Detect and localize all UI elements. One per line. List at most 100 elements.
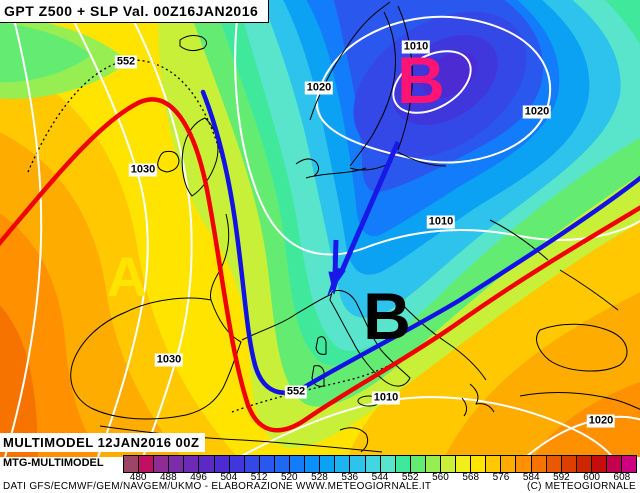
colorbar-cell [576, 456, 592, 472]
slp-label: 1020 [586, 414, 616, 428]
geopotential-dotted-contour [231, 365, 389, 413]
colorbar-tick: 488 [160, 472, 177, 483]
colorbar-tick: 552 [401, 472, 419, 483]
colorbar-cell [139, 456, 155, 472]
geopotential-label: 552 [284, 385, 308, 399]
map-title: GPT Z500 + SLP Val. 00Z16JAN2016 [4, 3, 259, 19]
coastline [397, 299, 487, 381]
slp-label: 1030 [154, 353, 184, 367]
model-name-label: MTG-MULTIMODEL [3, 457, 104, 469]
coastlines [70, 1, 640, 453]
geopotential-label: 552 [114, 55, 138, 69]
pressure-center-low: B [397, 43, 445, 117]
geopotential-dotted-contour [27, 59, 229, 187]
coastline [295, 158, 367, 179]
colorbar-cell [395, 456, 411, 472]
colorbar-cell [471, 456, 487, 472]
slp-label: 1010 [426, 215, 456, 229]
coastline [397, 5, 413, 151]
data-credit-label: DATI GFS/ECMWF/GEM/NAVGEM/UKMO - ELABORA… [3, 481, 432, 492]
colorbar-cell [320, 456, 336, 472]
colorbar-cell [486, 456, 502, 472]
colorbar-tick: 504 [220, 472, 238, 483]
colorbar-tick: 528 [311, 472, 328, 483]
coastline [99, 425, 383, 453]
colorbar-cell [244, 456, 260, 472]
colorbar-cell [410, 456, 426, 472]
colorbar-cell [184, 456, 200, 472]
copyright-label: (C) METEOGIORNALE [527, 481, 636, 492]
slp-label: 1030 [128, 163, 158, 177]
colorbar-tick: 536 [341, 472, 359, 483]
coastline [339, 427, 369, 453]
colorbar-cell [199, 456, 215, 472]
coastline [241, 293, 333, 341]
isobar-contour [61, 0, 149, 457]
colorbar-tick: 480 [129, 472, 147, 483]
colorbar-cell [561, 456, 577, 472]
colorbar-cell [259, 456, 275, 472]
pressure-center-low: B [363, 279, 411, 353]
colorbar-tick: 544 [371, 472, 389, 483]
colorbar-cell [456, 456, 472, 472]
colorbar-tick: 520 [280, 472, 298, 483]
colorbar-cell [622, 456, 637, 472]
colorbar-tick: 584 [522, 472, 540, 483]
colorbar-cell [214, 456, 230, 472]
colorbar-cell [305, 456, 321, 472]
coastline [157, 150, 180, 173]
model-run-label: MULTIMODEL 12JAN2016 00Z [0, 433, 206, 452]
colorbar-cell [124, 456, 140, 472]
colorbar-cell [274, 456, 291, 472]
coastline [536, 323, 628, 372]
colorbar-tick: 608 [613, 472, 631, 483]
colorbar-cell [607, 456, 623, 472]
pressure-centers-layer: A B B [363, 43, 445, 353]
colorbar-tick: 600 [583, 472, 600, 483]
isobar-contour [237, 396, 614, 457]
colorbar-cell [290, 456, 306, 472]
slp-label: 1020 [522, 105, 552, 119]
colorbar-cell [501, 456, 517, 472]
flow-arrow [338, 141, 401, 274]
color-band [0, 22, 92, 83]
coastline [181, 117, 219, 197]
jet-red-line [0, 97, 640, 433]
geopotential-dotted-contours [27, 59, 389, 413]
colorbar-cell [516, 456, 532, 472]
isobar-contour [121, 0, 193, 457]
colorbar-cell [169, 456, 185, 472]
map-title-box: GPT Z500 + SLP Val. 00Z16JAN2016 [0, 0, 270, 23]
colorbar-tick-row: 480 488 496 504 512 520 528 536 544 552 560 568 576 5… [123, 472, 637, 483]
colorbar-cell [380, 456, 396, 472]
slp-label: 1010 [371, 391, 401, 405]
coastline [329, 289, 411, 387]
color-field [0, 0, 640, 457]
colorbar-cell [591, 456, 607, 472]
isobar-contour [315, 15, 552, 164]
colorbar-cell [229, 456, 245, 472]
flow-arrow-head [328, 271, 341, 295]
colorbar-cell [546, 456, 562, 472]
weather-map [0, 0, 640, 457]
flow-arrow [332, 239, 339, 276]
colorbar-cell [335, 456, 351, 472]
coastline [349, 11, 397, 167]
colorbar-tick: 496 [190, 472, 207, 483]
geopotential-colorbar [123, 455, 637, 473]
color-band [422, 52, 478, 98]
flow-arrows [327, 141, 401, 296]
colorbar-cell [350, 456, 366, 472]
colorbar-tick: 592 [553, 472, 570, 483]
coastline [489, 219, 619, 311]
colorbar-tick: 512 [250, 472, 268, 483]
colorbar-cell [365, 456, 381, 472]
colorbar-cell [154, 456, 170, 472]
coastline [70, 297, 242, 420]
isobar-contour [4, 0, 43, 457]
colorbar-tick: 560 [432, 472, 449, 483]
coastline [461, 383, 495, 417]
isobar-contour [392, 50, 472, 114]
isobar-contours [4, 0, 640, 457]
